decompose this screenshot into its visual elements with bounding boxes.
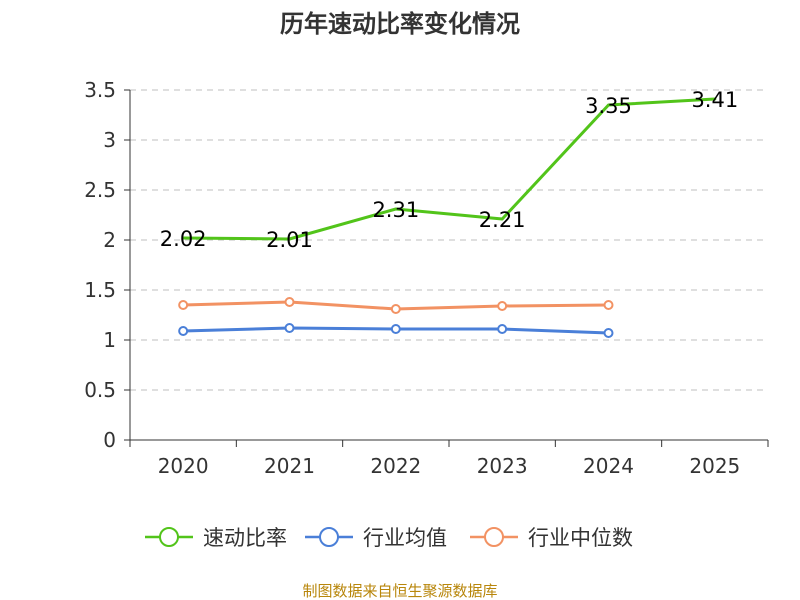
y-tick-label: 0.5 (84, 378, 116, 402)
data-point (497, 301, 508, 311)
x-tick-label: 2021 (264, 454, 315, 478)
data-labels: 2.02 2.01 2.31 2.21 3.35 3.41 (160, 88, 738, 252)
x-tick-label: 2023 (477, 454, 528, 478)
axes: 0 0.5 1 1.5 2 2.5 3 3.5 2020 2021 2022 2023 2024 2025 (84, 78, 769, 478)
data-point (603, 328, 614, 338)
data-point (497, 324, 508, 334)
data-label: 2.01 (266, 228, 313, 252)
chart-title: 历年速动比率变化情况 (280, 10, 520, 38)
data-label: 3.41 (691, 88, 738, 112)
data-point (284, 297, 295, 307)
y-tick-label: 3 (103, 128, 116, 152)
x-tick-label: 2024 (583, 454, 634, 478)
source-note: 制图数据来自恒生聚源数据库 (302, 582, 497, 600)
legend[interactable]: 速动比率 行业均值 行业中位数 (145, 526, 633, 550)
data-label: 2.21 (479, 208, 526, 232)
y-tick-label: 2 (103, 228, 116, 252)
x-tick-label: 2020 (158, 454, 209, 478)
grid-lines (130, 89, 768, 391)
data-point (178, 326, 189, 336)
y-tick-label: 0 (103, 428, 116, 452)
data-label: 2.02 (160, 227, 207, 251)
legend-marker-icon (319, 527, 339, 547)
data-point (390, 304, 401, 314)
legend-item[interactable]: 行业中位数 (470, 526, 633, 550)
x-tick-label: 2022 (370, 454, 421, 478)
data-label: 3.35 (585, 94, 632, 118)
data-point (284, 323, 295, 333)
y-tick-label: 1 (103, 328, 116, 352)
y-tick-label: 1.5 (84, 278, 116, 302)
legend-marker-icon (159, 527, 179, 547)
data-point (603, 300, 614, 310)
legend-label: 行业均值 (363, 526, 447, 550)
y-tick-label: 2.5 (84, 178, 116, 202)
legend-marker-icon (484, 527, 504, 547)
y-tick-label: 3.5 (84, 78, 116, 102)
x-tick-label: 2025 (689, 454, 740, 478)
legend-label: 速动比率 (203, 526, 287, 550)
legend-item[interactable]: 速动比率 (145, 526, 287, 550)
data-point (178, 300, 189, 310)
legend-item[interactable]: 行业均值 (305, 526, 447, 550)
data-label: 2.31 (372, 198, 419, 222)
data-point (390, 324, 401, 334)
series-lines (178, 97, 717, 338)
legend-label: 行业中位数 (528, 526, 633, 550)
series-line-0 (181, 97, 717, 241)
